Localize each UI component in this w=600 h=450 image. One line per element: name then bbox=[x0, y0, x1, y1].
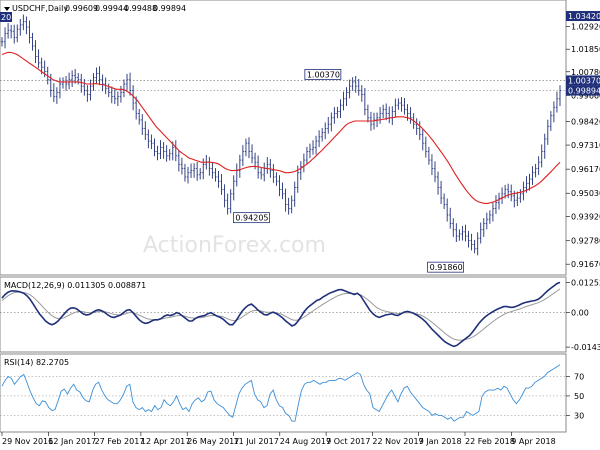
ohlc-high: 0.99944 bbox=[95, 4, 128, 13]
level-annotation-label: 0.94205 bbox=[235, 214, 268, 223]
x-tick-label: 12 Apr 2017 bbox=[141, 437, 190, 446]
dropdown-arrow-icon[interactable] bbox=[4, 7, 10, 11]
macd-tick-label: -0.01430 bbox=[571, 343, 600, 352]
rsi-tick-label: 50 bbox=[574, 392, 584, 401]
x-tick-label: 9 Jan 2018 bbox=[419, 437, 462, 446]
rsi-axis: 70 50 30 bbox=[566, 372, 584, 420]
price-tag-label: 1.03420 bbox=[568, 12, 600, 21]
x-tick-label: 9 Apr 2018 bbox=[511, 437, 555, 446]
left-edge-tag bbox=[0, 12, 12, 22]
left-edge-tag-label: 20 bbox=[1, 13, 11, 22]
price-tick-label: 0.91670 bbox=[571, 260, 600, 269]
macd-signal-line bbox=[1, 288, 561, 341]
level-annotation-box bbox=[304, 69, 342, 80]
level-annotation-box bbox=[233, 212, 270, 224]
x-tick-label: 9 Oct 2017 bbox=[326, 437, 370, 446]
price-tag-label: 0.99894 bbox=[568, 86, 600, 95]
rsi-line bbox=[1, 364, 561, 422]
x-tick-label: 24 Aug 2017 bbox=[280, 437, 331, 446]
ohlc-low: 0.99488 bbox=[124, 4, 157, 13]
moving-average-line bbox=[1, 51, 561, 204]
rsi-series bbox=[0, 364, 566, 422]
x-tick-label: 12 Jan 2017 bbox=[48, 437, 96, 446]
watermark: ActionForex.com bbox=[143, 233, 326, 258]
x-tick-label: 29 Nov 2016 bbox=[2, 437, 53, 446]
chart-header: USDCHF,Daily 0.99609 0.99944 0.99488 0.9… bbox=[4, 4, 186, 13]
x-tick-label: 27 Feb 2017 bbox=[95, 437, 145, 446]
level-annotation-label: 1.00370 bbox=[307, 70, 340, 79]
macd-tick-label: 0.00 bbox=[571, 309, 589, 318]
macd-series bbox=[0, 281, 566, 348]
macd-panel-frame bbox=[0, 276, 567, 353]
price-panel-frame bbox=[0, 0, 567, 276]
rsi-tick-label: 70 bbox=[574, 372, 584, 381]
rsi-label: RSI(14) 82.2705 bbox=[4, 358, 69, 367]
symbol-label: USDCHF,Daily bbox=[12, 4, 68, 13]
level-annotation-box bbox=[427, 261, 465, 273]
x-tick-label: 11 Jul 2017 bbox=[234, 437, 279, 446]
rsi-panel-frame bbox=[0, 353, 567, 433]
macd-line bbox=[1, 281, 561, 348]
x-tick-label: 22 Nov 2017 bbox=[372, 437, 423, 446]
price-tag-label: 1.00370 bbox=[568, 76, 600, 85]
ohlc-close: 0.99894 bbox=[153, 4, 186, 13]
macd-tick-label: 0.01252 bbox=[571, 278, 600, 287]
x-tick-label: 22 Feb 2018 bbox=[465, 437, 515, 446]
macd-axis: 0.01252 0.00 -0.01430 bbox=[566, 278, 600, 352]
ohlc-open: 0.99609 bbox=[65, 4, 98, 13]
price-tag-box bbox=[566, 11, 600, 22]
price-tag-box bbox=[566, 75, 600, 86]
x-tick-label: 26 May 2017 bbox=[187, 437, 239, 446]
price-tick-label: 1.01850 bbox=[571, 45, 600, 54]
macd-label: MACD(12,26,9) 0.011305 0.008871 bbox=[4, 281, 146, 290]
price-series bbox=[0, 14, 562, 256]
price-annotations: 1.00370 0.94205 0.91860 bbox=[233, 69, 465, 273]
price-tick-label: 1.02920 bbox=[571, 23, 600, 32]
level-annotation-label: 0.91860 bbox=[430, 263, 463, 272]
price-tag-box bbox=[566, 85, 600, 96]
rsi-tick-label: 30 bbox=[574, 411, 584, 420]
